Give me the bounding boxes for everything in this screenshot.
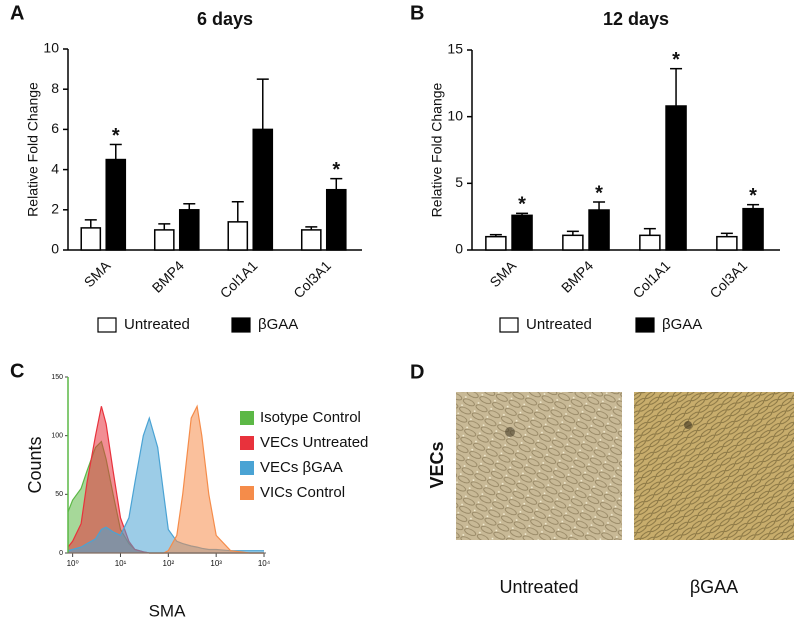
y-tick-label: 100 [51, 433, 63, 440]
legend-swatch [240, 461, 254, 475]
significance-star: * [672, 49, 680, 71]
micrograph-texture [456, 392, 622, 540]
bar [511, 214, 533, 251]
legend-swatch [240, 411, 254, 425]
y-tick-label: 5 [455, 174, 463, 190]
bar [178, 209, 200, 251]
x-tick-label: 10³ [210, 559, 222, 568]
bar [716, 235, 738, 251]
micrograph-texture [634, 392, 794, 540]
legend-label: VECs βGAA [260, 459, 343, 476]
y-tick-label: 10 [447, 107, 463, 123]
bar [300, 229, 322, 251]
x-tick-label: 10¹ [115, 559, 127, 568]
legend-swatch [231, 317, 251, 333]
x-tick-label: BMP4 [558, 257, 596, 295]
y-tick-label: 50 [55, 491, 63, 498]
area-fill [68, 406, 264, 553]
legend-label: Isotype Control [260, 409, 361, 426]
legend-swatch [240, 486, 254, 500]
significance-star: * [595, 182, 603, 204]
bar [105, 158, 127, 251]
y-tick-label: 6 [51, 120, 59, 136]
panel-label: A [10, 2, 24, 24]
legend-label: VICs Control [260, 484, 345, 501]
area-fill [68, 418, 264, 553]
image-caption: Untreated [499, 577, 578, 597]
y-axis-label: Relative Fold Change [25, 82, 41, 217]
x-tick-label: SMA [81, 257, 114, 290]
panel-label: C [10, 360, 24, 382]
bar [639, 234, 661, 251]
y-tick-label: 15 [447, 41, 463, 57]
bar [588, 209, 610, 251]
image-caption: βGAA [690, 577, 738, 597]
legend-swatch [635, 317, 655, 333]
legend-label: Untreated [124, 316, 190, 333]
significance-star: * [332, 159, 340, 181]
y-tick-label: 8 [51, 80, 59, 96]
x-tick-label: 10⁰ [67, 559, 79, 568]
chart-title: 12 days [603, 9, 669, 29]
x-tick-label: Col3A1 [290, 257, 334, 301]
y-tick-label: 2 [51, 201, 59, 217]
chart-title: 6 days [197, 9, 253, 29]
micrograph-spot [505, 427, 515, 437]
significance-star: * [749, 185, 757, 207]
panel-label: B [410, 2, 424, 24]
legend-swatch [240, 436, 254, 450]
legend-label: βGAA [258, 316, 298, 333]
y-axis-label: Relative Fold Change [429, 82, 445, 217]
y-axis-label: Counts [25, 436, 45, 493]
x-tick-label: SMA [486, 257, 519, 290]
bar [252, 128, 274, 251]
bar [325, 188, 347, 251]
x-tick-label: Col1A1 [629, 257, 673, 301]
bar [80, 227, 102, 251]
bar [665, 105, 687, 251]
y-tick-label: 0 [59, 550, 63, 557]
x-tick-label: BMP4 [149, 257, 187, 295]
significance-star: * [112, 125, 120, 147]
legend-label: VECs Untreated [260, 434, 368, 451]
legend-swatch [499, 317, 519, 333]
bar [562, 234, 584, 251]
y-tick-label: 150 [51, 374, 63, 381]
row-label: VECs [427, 441, 447, 488]
bar [742, 207, 764, 251]
y-tick-label: 0 [51, 241, 59, 257]
x-tick-label: 10⁴ [258, 559, 271, 568]
legend-label: Untreated [526, 316, 592, 333]
bar [153, 229, 175, 251]
y-tick-label: 10 [43, 40, 59, 56]
significance-star: * [518, 194, 526, 216]
panel-label: D [410, 361, 424, 383]
y-tick-label: 4 [51, 160, 59, 176]
x-tick-label: Col3A1 [706, 257, 750, 301]
x-axis-label: SMA [149, 601, 187, 620]
micrograph-spot [684, 421, 692, 429]
y-tick-label: 0 [455, 241, 463, 257]
legend-swatch [97, 317, 117, 333]
legend-label: βGAA [662, 316, 702, 333]
x-tick-label: Col1A1 [217, 257, 261, 301]
bar [227, 221, 249, 251]
x-tick-label: 10² [163, 559, 175, 568]
bar [485, 235, 507, 251]
